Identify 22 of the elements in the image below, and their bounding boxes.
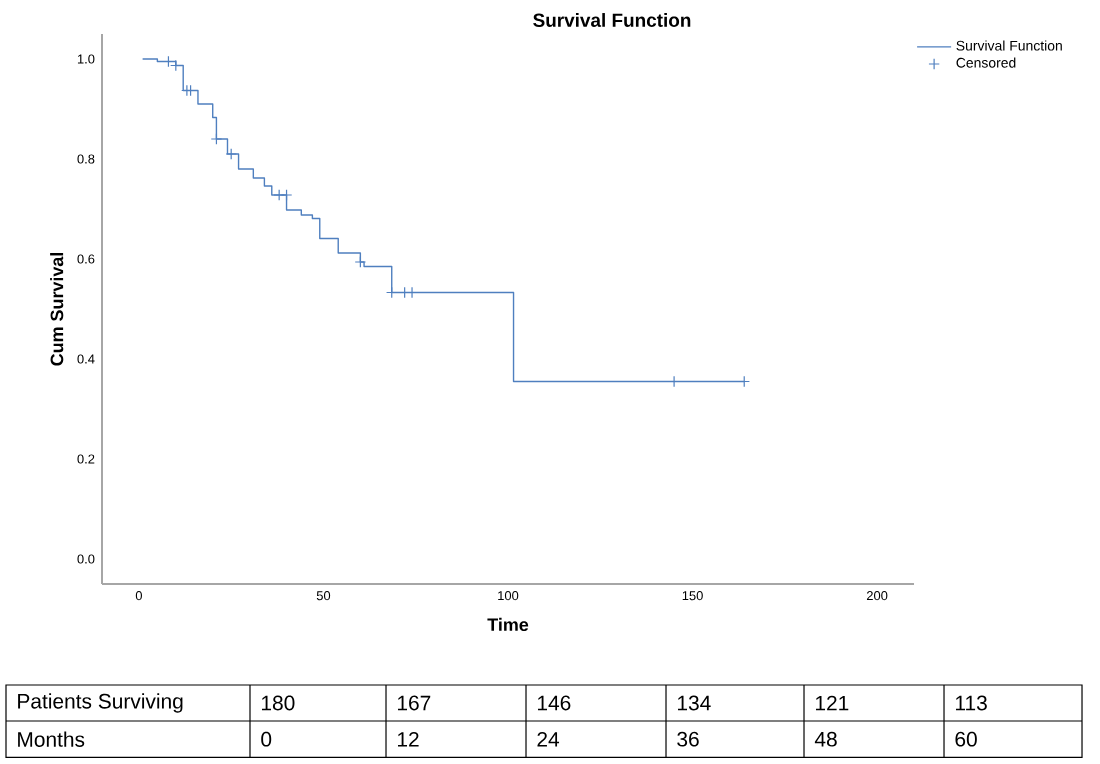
text: 12 xyxy=(398,731,419,747)
text: 121 xyxy=(816,695,849,711)
text: Patients Surviving xyxy=(18,693,183,713)
text: 48 xyxy=(814,731,837,747)
text: 60 xyxy=(955,731,977,747)
text: 0 xyxy=(261,731,272,747)
text: 180 xyxy=(262,695,295,711)
text: 134 xyxy=(678,695,711,711)
point xyxy=(354,256,367,268)
text: 146 xyxy=(538,695,571,711)
text: Months xyxy=(18,731,85,747)
text: 36 xyxy=(677,731,699,747)
point xyxy=(273,189,285,201)
text: 167 xyxy=(398,695,431,711)
text: 24 xyxy=(537,731,560,747)
x-axis-title: Time xyxy=(487,617,529,632)
point xyxy=(210,133,223,145)
chart-title: Survival Function xyxy=(533,13,691,27)
point xyxy=(225,148,237,160)
text: 113 xyxy=(956,695,987,711)
point xyxy=(280,189,293,201)
y-axis-title: Cum Survival xyxy=(50,252,64,366)
